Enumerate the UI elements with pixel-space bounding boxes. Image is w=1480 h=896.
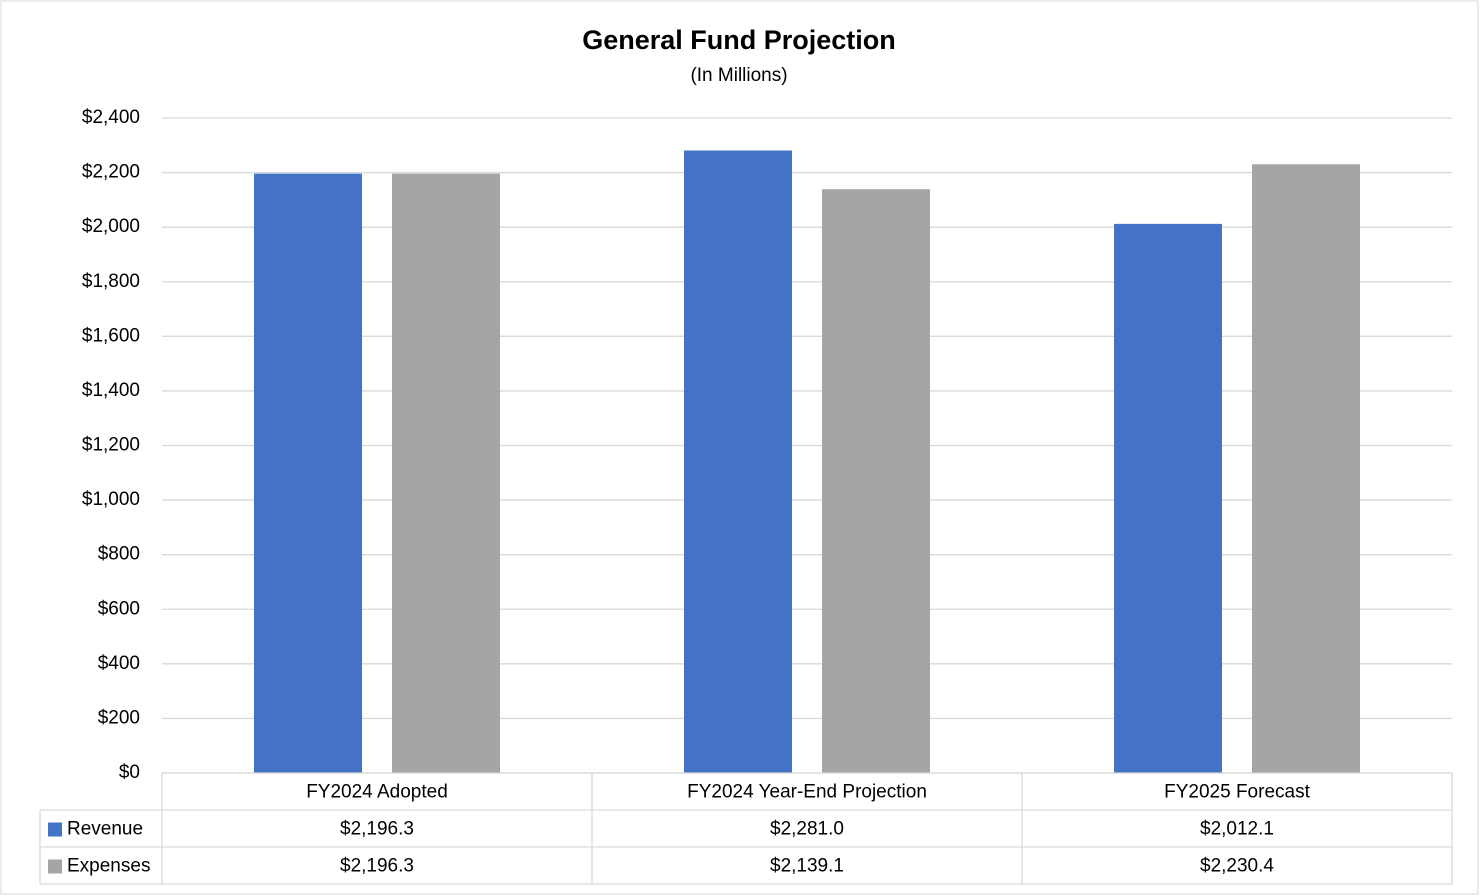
x-tick-label: FY2024 Year-End Projection <box>687 782 927 803</box>
y-tick-label: $800 <box>98 544 140 565</box>
y-tick-label: $1,200 <box>82 435 140 456</box>
y-tick-label: $2,200 <box>82 162 140 183</box>
y-tick-label: $0 <box>119 762 140 783</box>
data-table-cell: $2,012.1 <box>1200 819 1274 840</box>
y-tick-label: $1,000 <box>82 489 140 510</box>
x-tick-label: FY2024 Adopted <box>306 782 448 803</box>
legend-label: Expenses <box>67 856 150 877</box>
y-tick-label: $2,000 <box>82 216 140 237</box>
y-tick-label: $1,400 <box>82 380 140 401</box>
legend-label: Revenue <box>67 819 143 840</box>
legend-key <box>48 822 62 837</box>
data-table-cell: $2,230.4 <box>1200 856 1274 877</box>
chart-title: General Fund Projection <box>582 25 896 55</box>
y-tick-label: $2,400 <box>82 107 140 128</box>
y-tick-label: $1,800 <box>82 271 140 292</box>
y-tick-label: $600 <box>98 598 140 619</box>
bar <box>1252 164 1360 773</box>
data-table-cell: $2,196.3 <box>340 856 414 877</box>
x-tick-label: FY2025 Forecast <box>1164 782 1310 803</box>
data-table-cell: $2,281.0 <box>770 819 844 840</box>
bar <box>392 173 500 773</box>
y-tick-label: $200 <box>98 707 140 728</box>
chart-subtitle: (In Millions) <box>690 65 787 86</box>
data-table-cell: $2,139.1 <box>770 856 844 877</box>
bar <box>684 150 792 774</box>
bar <box>1114 223 1222 773</box>
bar <box>822 189 930 773</box>
y-tick-label: $400 <box>98 653 140 674</box>
bar <box>254 173 362 773</box>
data-table-cell: $2,196.3 <box>340 819 414 840</box>
legend-key <box>48 859 62 874</box>
y-tick-label: $1,600 <box>82 325 140 346</box>
